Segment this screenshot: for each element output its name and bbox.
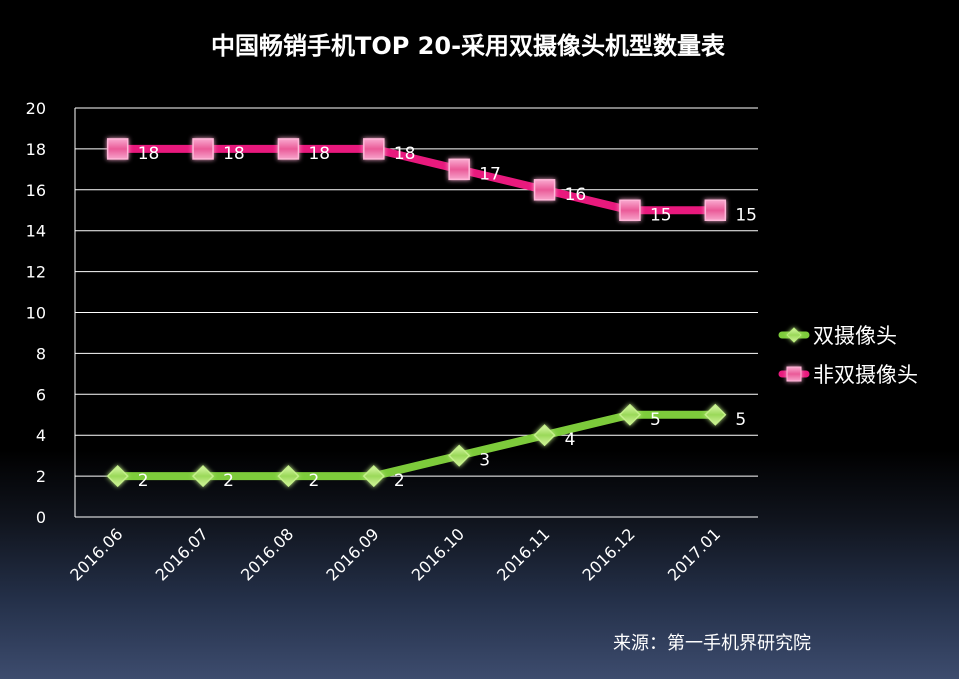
data-point-marker[interactable] xyxy=(363,138,385,160)
x-tick-label: 2016.09 xyxy=(322,524,382,584)
legend-label-dual-camera: 双摄像头 xyxy=(813,324,897,348)
x-tick-label: 2016.07 xyxy=(152,524,212,584)
data-point-marker[interactable] xyxy=(448,158,470,181)
data-label: 4 xyxy=(565,430,576,450)
data-point-marker[interactable] xyxy=(618,403,641,426)
data-point-marker[interactable] xyxy=(362,465,385,488)
source-note: 来源：第一手机界研究院 xyxy=(613,633,811,654)
legend-label-non-dual-camera: 非双摄像头 xyxy=(813,363,918,387)
series-line xyxy=(113,144,720,215)
data-label: 3 xyxy=(479,451,490,471)
data-labels: 2 2 2 2 3 4 5 5 18 18 18 18 17 16 15 15 xyxy=(138,144,757,491)
data-point-marker[interactable] xyxy=(106,465,129,488)
x-tick-label: 2016.12 xyxy=(579,524,639,584)
data-point-marker[interactable] xyxy=(192,465,215,488)
chart-title: 中国畅销手机TOP 20-采用双摄像头机型数量表 xyxy=(211,32,726,60)
data-label: 5 xyxy=(735,410,746,430)
data-label: 18 xyxy=(394,144,416,164)
data-point-marker[interactable] xyxy=(277,138,300,160)
data-label: 16 xyxy=(565,185,587,205)
series-line xyxy=(113,410,720,481)
gridlines xyxy=(74,107,758,518)
data-point-marker[interactable] xyxy=(704,199,727,221)
data-label: 2 xyxy=(308,471,319,491)
y-axis-ticks: 0 2 4 6 8 10 12 14 16 18 20 xyxy=(26,99,46,527)
data-point-marker[interactable] xyxy=(533,424,556,447)
data-point-marker[interactable] xyxy=(192,138,214,160)
legend-item-non-dual-camera[interactable]: 非双摄像头 xyxy=(778,363,918,387)
diamond-marker-icon xyxy=(786,327,802,343)
data-label: 18 xyxy=(223,144,245,164)
data-point-marker[interactable] xyxy=(277,465,300,488)
data-label: 5 xyxy=(650,410,661,430)
data-label: 2 xyxy=(394,471,405,491)
x-axis-ticks: 2016.06 2016.07 2016.08 2016.09 2016.10 2016.… xyxy=(66,524,724,584)
y-tick-label: 16 xyxy=(26,181,46,200)
y-tick-label: 4 xyxy=(36,426,46,445)
y-tick-label: 12 xyxy=(26,263,46,282)
data-label: 2 xyxy=(223,471,234,491)
data-label: 18 xyxy=(138,144,160,164)
data-label: 2 xyxy=(138,471,149,491)
data-point-marker[interactable] xyxy=(106,138,129,160)
y-tick-label: 10 xyxy=(26,304,46,323)
y-tick-label: 6 xyxy=(36,385,46,404)
y-tick-label: 18 xyxy=(26,140,46,159)
data-label: 15 xyxy=(735,205,757,225)
legend: 双摄像头 非双摄像头 xyxy=(778,324,918,387)
data-point-marker[interactable] xyxy=(448,444,471,467)
x-tick-label: 2016.08 xyxy=(237,524,297,584)
data-label: 17 xyxy=(479,164,501,184)
square-marker-icon xyxy=(786,366,802,382)
y-tick-label: 20 xyxy=(26,99,46,118)
y-tick-label: 2 xyxy=(36,467,46,486)
x-tick-label: 2017.01 xyxy=(664,524,724,584)
y-tick-label: 0 xyxy=(36,508,46,527)
series-group xyxy=(106,138,727,488)
x-tick-label: 2016.10 xyxy=(408,524,468,584)
data-point-marker[interactable] xyxy=(619,199,641,221)
data-label: 15 xyxy=(650,205,672,225)
data-point-marker[interactable] xyxy=(533,179,556,201)
legend-item-dual-camera[interactable]: 双摄像头 xyxy=(778,324,897,348)
x-tick-label: 2016.06 xyxy=(66,524,126,584)
data-point-marker[interactable] xyxy=(704,403,727,426)
data-label: 18 xyxy=(308,144,330,164)
x-tick-label: 2016.11 xyxy=(493,524,553,584)
y-tick-label: 14 xyxy=(26,222,46,241)
y-tick-label: 8 xyxy=(36,344,46,363)
